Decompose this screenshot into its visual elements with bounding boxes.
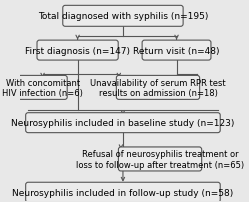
- Text: Neurosyphilis included in follow-up study (n=58): Neurosyphilis included in follow-up stud…: [12, 188, 234, 197]
- FancyBboxPatch shape: [26, 113, 220, 133]
- FancyBboxPatch shape: [26, 182, 220, 202]
- Text: Unavailability of serum RPR test
results on admission (n=18): Unavailability of serum RPR test results…: [90, 78, 226, 98]
- FancyBboxPatch shape: [18, 76, 67, 100]
- FancyBboxPatch shape: [119, 147, 202, 171]
- Text: First diagnosis (n=147): First diagnosis (n=147): [25, 46, 130, 55]
- FancyBboxPatch shape: [142, 41, 211, 61]
- Text: With concomitant
HIV infection (n=6): With concomitant HIV infection (n=6): [2, 78, 83, 98]
- Text: Refusal of neurosyphilis treatment or
loss to follow-up after treatment (n=65): Refusal of neurosyphilis treatment or lo…: [76, 149, 244, 169]
- FancyBboxPatch shape: [37, 41, 118, 61]
- FancyBboxPatch shape: [116, 76, 200, 100]
- Text: Neurosyphilis included in baseline study (n=123): Neurosyphilis included in baseline study…: [11, 119, 235, 127]
- Text: Return visit (n=48): Return visit (n=48): [133, 46, 220, 55]
- FancyBboxPatch shape: [63, 6, 183, 27]
- Text: Total diagnosed with syphilis (n=195): Total diagnosed with syphilis (n=195): [38, 12, 208, 21]
